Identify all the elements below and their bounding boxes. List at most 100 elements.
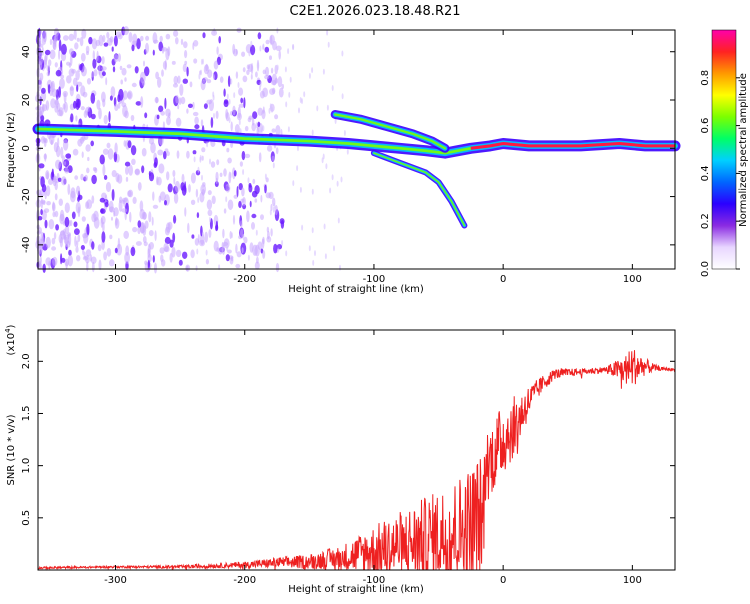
heatmap-noise-spot — [274, 114, 279, 120]
heatmap-noise-spot — [244, 125, 249, 132]
heatmap-noise-spot — [58, 39, 62, 52]
heatmap-noise-spot — [226, 147, 230, 153]
heatmap-noise-spot — [91, 174, 97, 185]
heatmap-noise-spot — [115, 31, 122, 38]
heatmap-noise-spot — [231, 232, 233, 239]
heatmap-noise-spot — [206, 99, 212, 105]
heatmap-noise-spot — [152, 191, 155, 201]
heatmap-noise-spot — [80, 245, 85, 250]
heatmap-noise-spot — [256, 256, 259, 264]
heatmap-noise-spot — [113, 54, 119, 63]
heatmap-noise-spot — [252, 111, 258, 119]
heatmap-noise-spot — [323, 223, 326, 230]
heatmap-noise-spot — [75, 246, 79, 253]
heatmap-noise-spot — [199, 156, 202, 163]
heatmap-noise-spot — [52, 38, 56, 50]
heatmap-noise-spot — [238, 200, 242, 209]
heatmap-noise-spot — [242, 75, 248, 83]
heatmap-noise-spot — [184, 60, 188, 65]
heatmap-noise-spot — [201, 147, 206, 153]
heatmap-noise-spot — [114, 103, 119, 111]
heatmap-noise-spot — [85, 144, 91, 152]
heatmap-noise-spot — [288, 91, 291, 98]
heatmap-noise-spot — [99, 197, 106, 203]
heatmap-noise-spot — [194, 116, 199, 125]
heatmap-noise-spot — [219, 76, 224, 83]
heatmap-noise-spot — [90, 92, 96, 104]
heatmap-noise-spot — [241, 247, 244, 254]
heatmap-noise-spot — [175, 249, 182, 258]
heatmap-noise-spot — [271, 155, 275, 162]
heatmap-noise-spot — [117, 237, 121, 250]
heatmap-noise-spot — [236, 186, 239, 198]
heatmap-noise-spot — [169, 239, 174, 248]
heatmap-noise-spot — [112, 66, 116, 73]
heatmap-noise-spot — [230, 121, 233, 132]
heatmap-noise-spot — [209, 158, 211, 165]
heatmap-noise-spot — [48, 59, 52, 67]
heatmap-noise-spot — [239, 220, 243, 228]
heatmap-noise-spot — [81, 151, 84, 158]
heatmap-noise-spot — [90, 256, 97, 264]
heatmap-noise-spot — [218, 36, 221, 44]
heatmap-noise-spot — [40, 199, 46, 204]
heatmap-noise-spot — [87, 156, 90, 162]
heatmap-noise-spot — [52, 256, 58, 267]
heatmap-noise-spot — [55, 159, 61, 170]
heatmap-noise-spot — [48, 219, 55, 230]
heatmap-noise-spot — [247, 254, 250, 261]
heatmap-noise-spot — [83, 232, 89, 244]
heatmap-noise-spot — [105, 181, 112, 193]
heatmap-noise-spot — [127, 91, 132, 99]
heatmap-noise-spot — [76, 84, 79, 92]
heatmap-noise-spot — [64, 216, 70, 228]
snr-x-tick-label: 100 — [623, 575, 642, 586]
heatmap-noise-spot — [247, 177, 250, 184]
heatmap-noise-spot — [311, 188, 314, 195]
heatmap-noise-spot — [84, 174, 88, 182]
heatmap-noise-spot — [233, 48, 238, 57]
heatmap-noise-spot — [148, 211, 152, 223]
heatmap-noise-spot — [179, 83, 184, 96]
heatmap-noise-spot — [104, 201, 109, 208]
colorbar-label: Normalized spectral amplitude — [738, 73, 749, 227]
heatmap-noise-spot — [50, 82, 54, 90]
heatmap-noise-spot — [169, 252, 173, 263]
heatmap-noise-spot — [250, 44, 256, 56]
heatmap-noise-spot — [202, 32, 206, 39]
heatmap-noise-spot — [159, 35, 163, 43]
heatmap-noise-spot — [327, 41, 330, 48]
heatmap-noise-spot — [96, 99, 101, 110]
heatmap-noise-spot — [165, 33, 171, 40]
heatmap-noise-spot — [66, 240, 71, 248]
heatmap-noise-spot — [154, 230, 157, 242]
heatmap-noise-spot — [159, 191, 166, 201]
heatmap-noise-spot — [69, 54, 73, 67]
heatmap-noise-spot — [75, 201, 81, 214]
heatmap-noise-spot — [236, 251, 242, 258]
heatmap-noise-spot — [272, 162, 275, 169]
heatmap-noise-spot — [281, 240, 284, 246]
heatmap-noise-spot — [94, 167, 98, 173]
heatmap-noise-spot — [45, 185, 51, 197]
heatmap-noise-spot — [73, 29, 77, 40]
heatmap-noise-spot — [184, 207, 187, 217]
heatmap-noise-spot — [242, 233, 245, 240]
heatmap-noise-spot — [121, 67, 127, 76]
heatmap-noise-spot — [59, 78, 65, 89]
heatmap-noise-spot — [202, 231, 204, 238]
heatmap-noise-spot — [143, 60, 145, 67]
heatmap-noise-spot — [147, 259, 150, 269]
heatmap-noise-spot — [223, 88, 226, 97]
heatmap-noise-spot — [250, 73, 253, 80]
heatmap-noise-spot — [270, 67, 274, 74]
heatmap-noise-spot — [273, 243, 278, 254]
heatmap-noise-spot — [131, 158, 136, 165]
heatmap-noise-spot — [299, 186, 302, 193]
heatmap-noise-spot — [137, 182, 142, 191]
heatmap-noise-spot — [324, 253, 327, 260]
heatmap-noise-spot — [51, 168, 54, 178]
heatmap-noise-spot — [156, 176, 162, 186]
heatmap-noise-spot — [48, 178, 54, 185]
heatmap-noise-spot — [53, 232, 57, 240]
